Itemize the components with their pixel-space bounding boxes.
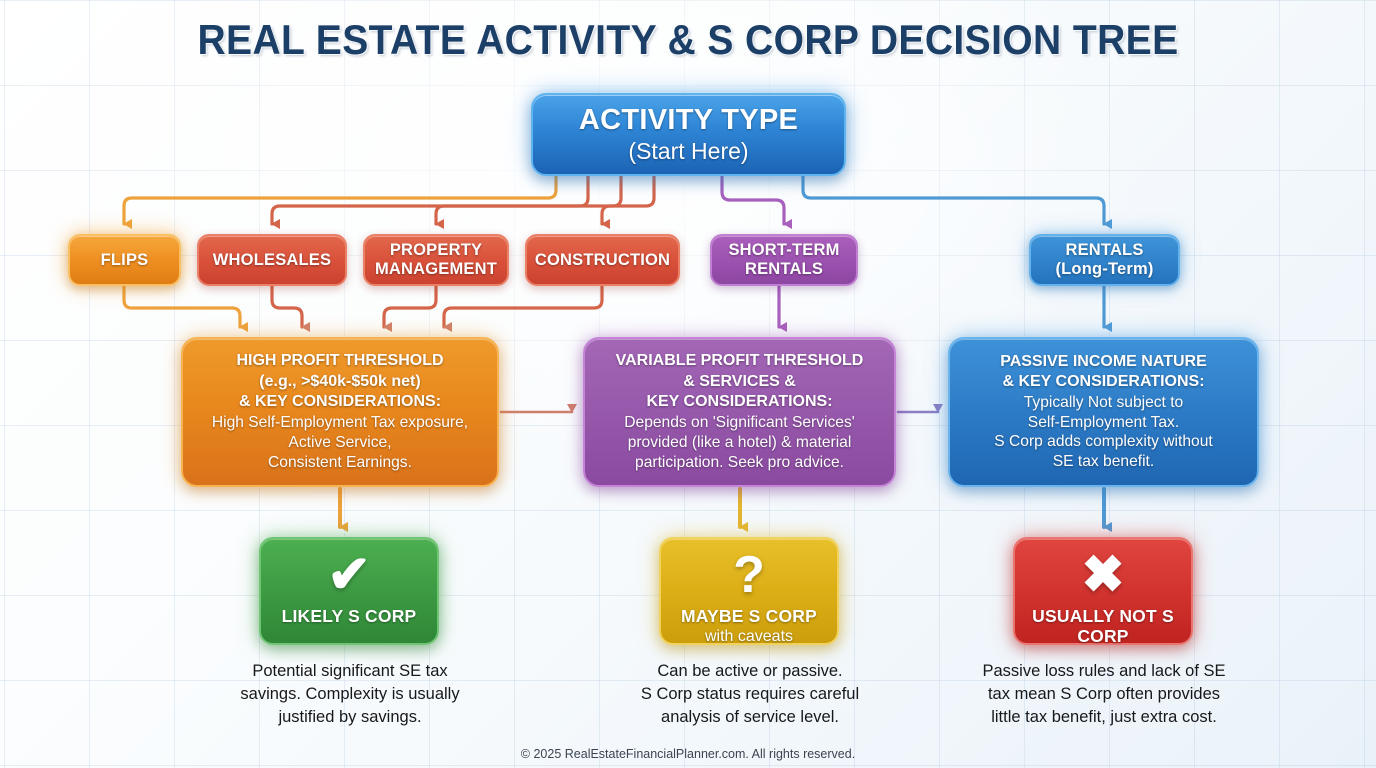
footer-copyright: © 2025 RealEstateFinancialPlanner.com. A… [520, 747, 856, 761]
category-rentals-label-2: (Long-Term) [1055, 260, 1154, 278]
panel-variable-body-1: Depends on 'Significant Services' [624, 413, 855, 431]
category-wholesales-label: WHOLESALES [212, 250, 332, 269]
check-icon: ✔ [327, 546, 371, 604]
panel-variable-body-3: participation. Seek pro advice. [635, 453, 844, 471]
connector-start-to-property-management [434, 174, 623, 229]
caption-usually-not-s-corp: Passive loss rules and lack of SE tax me… [953, 660, 1255, 728]
caption-not-line-3: little tax benefit, just extra cost. [991, 707, 1217, 726]
caption-not-line-2: tax mean S Corp often provides [987, 684, 1221, 703]
category-rentals-long-term[interactable]: RENTALS (Long-Term) [1029, 234, 1180, 286]
category-rentals-label-1: RENTALS [1065, 241, 1144, 260]
outcome-likely-label: LIKELY S CORP [281, 606, 417, 626]
category-construction-label: CONSTRUCTION [534, 250, 671, 269]
start-node-subtitle: (Start Here) [628, 138, 749, 165]
category-property-management-label-2: MANAGEMENT [374, 260, 498, 278]
caption-maybe-s-corp: Can be active or passive. S Corp status … [600, 660, 900, 728]
panel-variable-profit-threshold[interactable]: VARIABLE PROFIT THRESHOLD & SERVICES & K… [583, 337, 896, 487]
panel-passive-heading-2: & KEY CONSIDERATIONS: [1002, 373, 1205, 391]
category-flips-label: FLIPS [100, 250, 149, 269]
connector-start-to-short-term-rentals [720, 174, 792, 229]
connector-start-to-wholesales [270, 174, 590, 229]
caption-not-line-1: Passive loss rules and lack of SE [982, 662, 1226, 680]
caption-likely-line-1: Potential significant SE tax [252, 662, 448, 680]
panel-variable-heading-2: & SERVICES & [683, 372, 796, 390]
start-node-title: ACTIVITY TYPE [578, 104, 799, 137]
panel-passive-body-1: Typically Not subject to [1023, 393, 1184, 411]
panel-high-body-2: Active Service, [288, 433, 392, 451]
start-node[interactable]: ACTIVITY TYPE (Start Here) [531, 93, 846, 176]
panel-passive-body-4: SE tax benefit. [1052, 453, 1155, 471]
outcome-likely-s-corp[interactable]: ✔ LIKELY S CORP [259, 537, 439, 645]
caption-maybe-line-2: S Corp status requires careful [640, 684, 860, 703]
panel-passive-body-2: Self-Employment Tax. [1027, 413, 1180, 431]
caption-likely-line-3: justified by savings. [278, 707, 422, 726]
caption-likely-line-2: savings. Complexity is usually [240, 684, 460, 703]
connector-flips-to-high-panel [122, 284, 248, 332]
connector-property-management-to-high-panel [382, 284, 438, 332]
connector-construction-to-high-panel [442, 284, 604, 332]
outcome-not-label: USUALLY NOT S CORP [1032, 606, 1174, 646]
outcome-maybe-sublabel: with caveats [704, 627, 794, 645]
cross-icon: ✖ [1081, 546, 1125, 604]
panel-passive-heading-1: PASSIVE INCOME NATURE [1000, 352, 1207, 370]
category-short-term-rentals[interactable]: SHORT-TERM RENTALS [710, 234, 858, 286]
category-flips[interactable]: FLIPS [68, 234, 181, 286]
connector-start-to-flips [122, 174, 558, 229]
category-wholesales[interactable]: WHOLESALES [197, 234, 347, 286]
panel-high-body-1: High Self-Employment Tax exposure, [211, 413, 469, 431]
category-property-management-label-1: PROPERTY [389, 241, 483, 260]
outcome-maybe-label: MAYBE S CORP [681, 606, 817, 626]
panel-high-heading-2: (e.g., >$40k-$50k net) [259, 372, 421, 390]
panel-variable-heading-3: KEY CONSIDERATIONS: [646, 393, 833, 411]
panel-passive-body-3: S Corp adds complexity without [994, 433, 1213, 451]
question-mark-icon: ? [733, 546, 765, 604]
category-construction[interactable]: CONSTRUCTION [525, 234, 680, 286]
connector-start-to-construction [600, 174, 656, 229]
panel-high-heading-3: & KEY CONSIDERATIONS: [238, 393, 442, 411]
caption-likely-s-corp: Potential significant SE tax savings. Co… [200, 660, 500, 728]
caption-maybe-line-3: analysis of service level. [661, 707, 839, 726]
panel-high-body-3: Consistent Earnings. [268, 453, 412, 471]
panel-passive-income-nature[interactable]: PASSIVE INCOME NATURE & KEY CONSIDERATIO… [948, 337, 1259, 487]
panel-variable-heading-1: VARIABLE PROFIT THRESHOLD [615, 352, 864, 370]
page-title: REAL ESTATE ACTIVITY & S CORP DECISION T… [197, 16, 1179, 63]
panel-high-profit-threshold[interactable]: HIGH PROFIT THRESHOLD (e.g., >$40k-$50k … [181, 337, 499, 487]
caption-maybe-line-1: Can be active or passive. [657, 662, 843, 680]
panel-high-heading-1: HIGH PROFIT THRESHOLD [236, 352, 444, 370]
category-property-management[interactable]: PROPERTY MANAGEMENT [363, 234, 509, 286]
outcome-maybe-s-corp[interactable]: ? MAYBE S CORP with caveats [659, 537, 839, 645]
outcome-usually-not-s-corp[interactable]: ✖ USUALLY NOT S CORP [1013, 537, 1193, 646]
connector-start-to-rentals [801, 174, 1112, 229]
category-short-term-rentals-label-2: RENTALS [744, 260, 824, 278]
category-short-term-rentals-label-1: SHORT-TERM [728, 241, 840, 260]
connector-wholesales-to-high-panel [270, 284, 310, 332]
panel-variable-body-2: provided (like a hotel) & material [627, 433, 852, 451]
